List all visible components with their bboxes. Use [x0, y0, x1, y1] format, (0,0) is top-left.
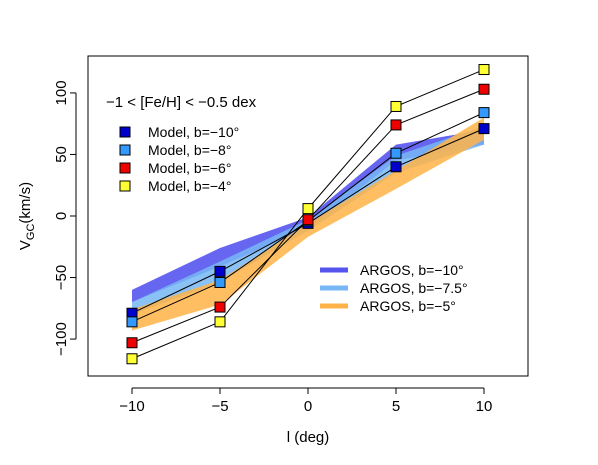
legend-label: Model, b=−8°	[148, 142, 231, 158]
model-point-4-5	[478, 64, 490, 76]
model-point-1-5	[478, 123, 490, 135]
legend-label: ARGOS, b=−10°	[360, 262, 464, 278]
legend-swatch	[119, 144, 131, 156]
legend-label: ARGOS, b=−7.5°	[360, 280, 468, 296]
y-axis: −100 −50 0 50 100	[53, 80, 77, 356]
plot-frame	[87, 55, 529, 377]
y-tick-label: −50	[53, 265, 70, 290]
y-tick-label: 100	[53, 80, 70, 105]
x-tick-label: 10	[476, 398, 493, 415]
model-point-3-3	[302, 214, 314, 226]
y-tick-label: −100	[53, 322, 70, 356]
legend-label: Model, b=−4°	[148, 178, 231, 194]
x-tick-label: −5	[211, 398, 228, 415]
model-point-4-3	[302, 203, 314, 215]
model-point-4-1	[126, 353, 138, 365]
legend-swatch	[119, 180, 131, 192]
x-tick-label: −10	[119, 398, 144, 415]
y-tick-label: 0	[53, 212, 70, 220]
y-axis-label-subscript: GC	[25, 224, 37, 241]
y-axis-label: VGC(km/s)	[17, 182, 37, 250]
model-point-3-2	[214, 301, 226, 313]
y-axis-label-main: V	[17, 240, 34, 250]
legend-label: Model, b=−10°	[148, 124, 239, 140]
legend-swatch	[119, 126, 131, 138]
model-point-2-2	[214, 276, 226, 288]
y-tick-label: 50	[53, 146, 70, 163]
model-point-2-5	[478, 107, 490, 119]
model-point-3-1	[126, 337, 138, 349]
x-tick-label: 0	[304, 398, 312, 415]
model-point-4-2	[214, 316, 226, 328]
x-tick-label: 5	[392, 398, 400, 415]
legend-swatch	[119, 162, 131, 174]
chart-annotation: −1 < [Fe/H] < −0.5 dex	[106, 94, 257, 111]
model-point-4-4	[390, 100, 402, 112]
legend-model: Model, b=−10° Model, b=−8° Model, b=−6° Mod…	[119, 124, 239, 194]
model-point-2-1	[126, 316, 138, 328]
model-point-2-4	[390, 147, 402, 159]
points-layer	[126, 64, 490, 365]
model-point-1-4	[390, 161, 402, 173]
model-line-4	[131, 69, 485, 360]
model-point-1-2	[214, 265, 226, 277]
y-axis-label-units: (km/s)	[17, 182, 34, 224]
x-axis-label: l (deg)	[287, 429, 330, 446]
argos-band-1	[132, 129, 484, 303]
model-point-3-5	[478, 83, 490, 95]
x-axis: −10 −5 0 5 10	[119, 387, 493, 415]
legend-label: Model, b=−6°	[148, 160, 231, 176]
legend-argos: ARGOS, b=−10° ARGOS, b=−7.5° ARGOS, b=−5°	[320, 262, 468, 314]
model-point-3-4	[390, 119, 402, 131]
lines-layer	[131, 69, 485, 360]
legend-label: ARGOS, b=−5°	[360, 298, 456, 314]
